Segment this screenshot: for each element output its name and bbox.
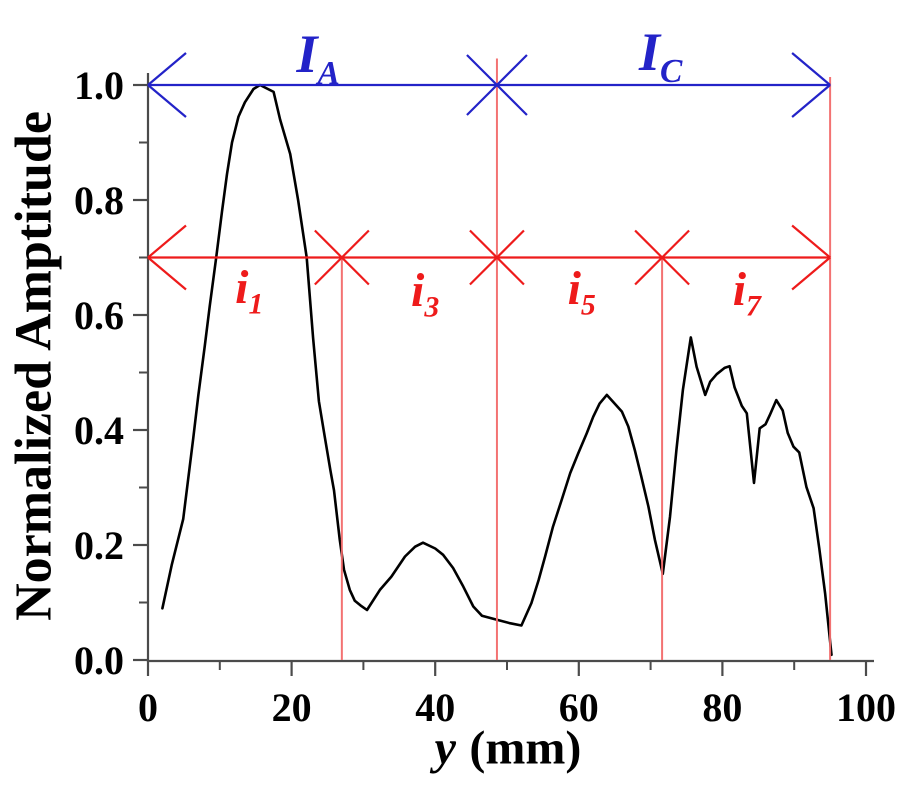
blue-span-arrowhead (791, 52, 831, 86)
red-span-arrowhead (791, 256, 831, 291)
label-interval-IC: IC (638, 22, 682, 88)
label-main: I (296, 24, 318, 84)
x-tick-label: 80 (702, 685, 742, 730)
label-main: i (732, 263, 747, 316)
y-tick-label: 0.0 (74, 638, 124, 683)
label-main: i (567, 262, 581, 315)
y-tick-label: 0.4 (74, 408, 124, 453)
x-axis-unit: (mm) (469, 721, 582, 775)
amplitude-curve (161, 83, 833, 657)
label-sub: C (659, 52, 683, 90)
label-interval-i7: i7 (732, 263, 761, 321)
label-main: i (235, 261, 249, 314)
label-interval-IA: IA (296, 24, 339, 90)
x-axis-variable: y (434, 721, 456, 775)
blue-span-arrowhead (147, 52, 187, 86)
label-sub: 7 (746, 289, 761, 323)
label-sub: 3 (424, 290, 440, 324)
x-tick-label: 100 (836, 685, 896, 730)
x-tick-label: 60 (559, 685, 599, 730)
label-sub: A (317, 54, 340, 92)
red-span-cross-mark (314, 229, 370, 286)
x-tick-label: 20 (272, 685, 312, 730)
x-tick-label: 0 (138, 685, 158, 730)
y-tick-label: 0.6 (74, 293, 124, 338)
x-tick-label: 40 (415, 685, 455, 730)
label-main: i (411, 264, 425, 317)
red-span-arrowhead (791, 224, 831, 259)
label-main: I (638, 22, 660, 82)
label-interval-i3: i3 (411, 264, 439, 322)
blue-span-arrowhead (791, 84, 831, 118)
label-sub: 1 (248, 287, 264, 321)
y-tick-label: 0.8 (74, 178, 124, 223)
blue-span-cross-mark (466, 54, 528, 116)
red-span-cross-mark (634, 229, 690, 286)
label-interval-i5: i5 (567, 262, 596, 320)
red-span-arrowhead (147, 256, 187, 291)
y-tick-label: 0.2 (74, 523, 124, 568)
label-interval-i1: i1 (235, 261, 263, 319)
y-tick-label: 1.0 (74, 63, 124, 108)
blue-span-arrowhead (147, 84, 187, 118)
x-axis-title: y (mm) (435, 721, 582, 776)
red-span-cross-mark (469, 229, 525, 286)
red-span-arrowhead (147, 224, 187, 259)
label-sub: 5 (580, 288, 596, 322)
y-axis-title: Normalized Amptitude (5, 111, 63, 621)
